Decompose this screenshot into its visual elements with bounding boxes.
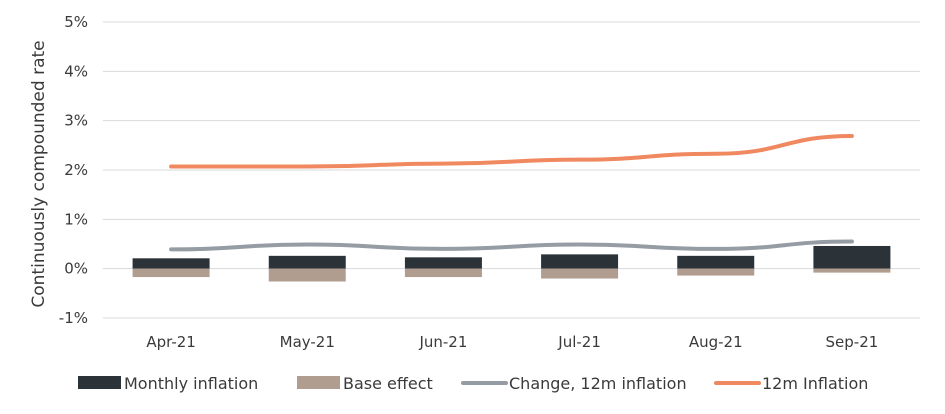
12m-inflation-line bbox=[169, 133, 854, 169]
legend-swatch bbox=[78, 376, 121, 389]
x-tick-label: May-21 bbox=[280, 333, 335, 351]
base-effect-bar bbox=[404, 268, 482, 278]
monthly-inflation-bar bbox=[132, 258, 210, 269]
y-tick-label: 5% bbox=[64, 13, 88, 31]
x-tick-label: Jul-21 bbox=[557, 333, 601, 351]
legend-swatch bbox=[297, 376, 340, 389]
y-axis-title: Continuously compounded rate bbox=[29, 40, 49, 307]
y-tick-label: 2% bbox=[64, 161, 88, 179]
monthly-inflation-bar bbox=[813, 245, 891, 269]
x-tick-label: Aug-21 bbox=[689, 333, 743, 351]
x-tick-label: Sep-21 bbox=[826, 333, 879, 351]
base-effect-bar bbox=[268, 268, 346, 282]
change-12m-inflation-line bbox=[169, 239, 854, 252]
base-effect-bar bbox=[132, 268, 210, 278]
legend-label: Change, 12m inflation bbox=[509, 374, 687, 393]
y-tick-label: 0% bbox=[64, 260, 88, 278]
y-tick-label: -1% bbox=[59, 309, 88, 327]
monthly-inflation-bar bbox=[677, 255, 755, 269]
y-tick-label: 3% bbox=[64, 112, 88, 130]
x-tick-labels: Apr-21 May-21 Jun-21 Jul-21 Aug-21 Sep-21 bbox=[146, 333, 878, 351]
base-effect-bar bbox=[541, 268, 619, 279]
y-tick-labels: -1% 0% 1% 2% 3% 4% 5% bbox=[59, 13, 88, 327]
legend: Monthly inflation Base effect Change, 12m … bbox=[78, 374, 868, 393]
gridlines bbox=[103, 21, 920, 319]
legend-item-12m-inflation: 12m Inflation bbox=[714, 374, 868, 393]
legend-label: Base effect bbox=[343, 374, 433, 393]
base-effect-bar bbox=[813, 268, 891, 273]
legend-label: 12m Inflation bbox=[762, 374, 868, 393]
x-tick-label: Apr-21 bbox=[146, 333, 196, 351]
y-tick-label: 1% bbox=[64, 210, 88, 228]
legend-item-monthly-inflation: Monthly inflation bbox=[78, 374, 258, 393]
bars bbox=[132, 245, 891, 282]
x-tick-label: Jun-21 bbox=[418, 333, 467, 351]
monthly-inflation-bar bbox=[268, 255, 346, 269]
monthly-inflation-bar bbox=[404, 257, 482, 269]
base-effect-bar bbox=[677, 268, 755, 276]
legend-label: Monthly inflation bbox=[124, 374, 258, 393]
monthly-inflation-bar bbox=[541, 254, 619, 269]
legend-item-change-12m-inflation: Change, 12m inflation bbox=[461, 374, 687, 393]
legend-item-base-effect: Base effect bbox=[297, 374, 433, 393]
lines bbox=[169, 133, 854, 252]
y-tick-label: 4% bbox=[64, 62, 88, 80]
